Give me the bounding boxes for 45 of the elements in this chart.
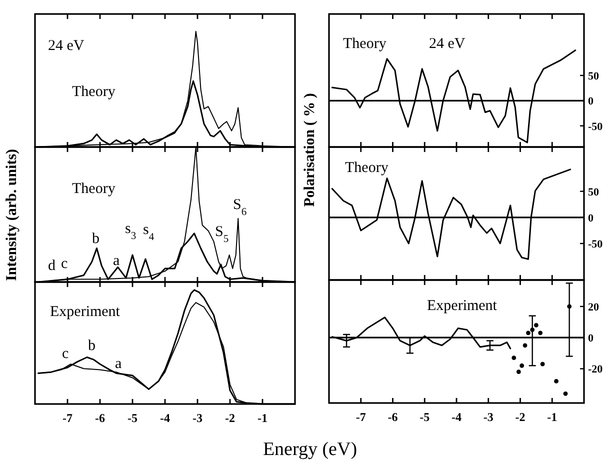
annotation: Theory [72, 84, 116, 100]
annotation: c [61, 256, 68, 272]
y-tick-label: 20 [588, 301, 600, 314]
x-tick-label: -1 [258, 411, 268, 425]
annotation: S$_{5}$ [215, 224, 229, 244]
y-tick-label: 0 [588, 96, 594, 108]
annotation: a [113, 253, 120, 269]
x-tick-label: -5 [128, 411, 138, 425]
y-tick-label: 50 [588, 70, 600, 82]
x-tick-label: -6 [388, 410, 398, 424]
x-tick-label: -6 [95, 411, 105, 425]
x-tick-label: -5 [420, 410, 430, 424]
x-tick-label: -7 [62, 411, 72, 425]
y-axis-title: Intensity (arb. units) [4, 148, 20, 282]
annotation: 24 eV [48, 38, 84, 54]
annotation: d [48, 258, 56, 274]
annotation: a [115, 356, 122, 372]
x-tick-label: -4 [160, 411, 170, 425]
annotation: b [88, 338, 96, 354]
x-tick-label: -3 [483, 410, 494, 424]
y-tick-label: -20 [588, 364, 604, 376]
x-tick-label: -3 [192, 411, 202, 425]
annotation: b [92, 231, 100, 247]
x-tick-label: -1 [547, 410, 558, 424]
x-tick-label: -4 [452, 410, 462, 424]
annotation: S$_{6}$ [233, 197, 247, 218]
y-tick-label: 0 [588, 212, 594, 224]
y-tick-label: -50 [588, 238, 604, 250]
annotation: c [62, 346, 69, 362]
x-axis-title: Energy (eV) [262, 439, 358, 460]
y-tick-label: 50 [588, 186, 600, 198]
x-tick-label: -2 [225, 411, 235, 425]
y-tick-label: 0 [588, 332, 594, 345]
y-tick-label: -50 [588, 120, 604, 133]
annotation: Experiment [427, 298, 498, 314]
annotation: Theory [345, 160, 389, 176]
annotation: Theory [72, 181, 116, 197]
y-axis-title: Polarisation ( % ) [302, 93, 318, 207]
annotation: 24 eV [429, 36, 466, 52]
annotation: s$_{4}$ [143, 222, 155, 242]
annotation: s$_{3}$ [125, 221, 136, 242]
annotation: Experiment [50, 304, 121, 320]
x-tick-label: -7 [356, 410, 366, 424]
x-tick-label: -2 [515, 410, 526, 424]
annotation: Theory [343, 36, 387, 52]
